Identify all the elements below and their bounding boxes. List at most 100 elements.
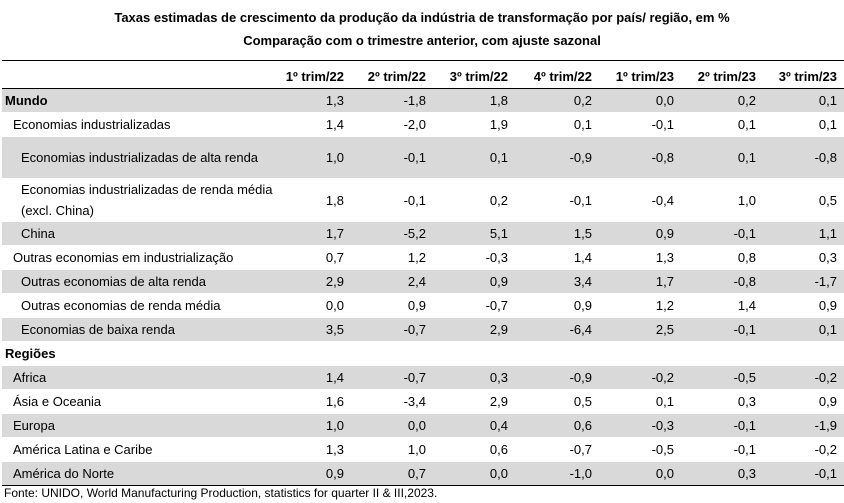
- table-row: Economias industrializadas 1,4 -2,0 1,9 0,1-…: [2, 112, 844, 137]
- table-row: Ásia e Oceania 1,6 -3,4 2,9 0,5 0,1 0,3 0,9: [2, 389, 844, 414]
- table-row: Mundo 1,3 -1,8 1,8 0,2 0,0 0,2 0,1: [2, 88, 844, 113]
- value-cell: 0,1: [599, 389, 681, 414]
- row-label: Europa: [2, 413, 279, 438]
- value-cell: [433, 341, 515, 366]
- value-cell: -0,1: [599, 112, 681, 137]
- column-header: 3º trim/23: [763, 60, 844, 89]
- row-label: Economias de baixa renda: [2, 317, 279, 342]
- value-cell: 0,2: [433, 178, 515, 222]
- value-cell: -0,1: [681, 221, 763, 246]
- value-cell: 0,3: [763, 245, 844, 270]
- value-cell: 1,9: [433, 112, 515, 137]
- table-row: Regiões: [2, 341, 844, 366]
- value-cell: -0,7: [433, 293, 515, 318]
- value-cell: -0,8: [763, 136, 844, 179]
- value-cell: 1,3: [279, 88, 351, 113]
- value-cell: 0,3: [681, 461, 763, 486]
- value-cell: 0,9: [433, 269, 515, 294]
- value-cell: -0,9: [515, 136, 599, 179]
- value-cell: 0,2: [515, 88, 599, 113]
- value-cell: 1,5: [515, 221, 599, 246]
- value-cell: 0,5: [763, 178, 844, 222]
- value-cell: 1,2: [351, 245, 433, 270]
- value-cell: -1,8: [351, 88, 433, 113]
- value-cell: 3,5: [279, 317, 351, 342]
- table-row: Outras economias em industrialização 0,7 1…: [2, 245, 844, 270]
- value-cell: 1,3: [599, 245, 681, 270]
- value-cell: 0,9: [351, 293, 433, 318]
- row-label: Outras economias de alta renda: [2, 269, 279, 294]
- value-cell: -0,8: [681, 269, 763, 294]
- table-row: China 1,7 -5,2 5,1 1,5 0,9 -0,1 1,1: [2, 221, 844, 246]
- value-cell: -0,3: [599, 413, 681, 438]
- value-cell: -3,4: [351, 389, 433, 414]
- value-cell: 0,6: [515, 413, 599, 438]
- value-cell: 0,2: [681, 88, 763, 113]
- value-cell: -0,7: [351, 317, 433, 342]
- row-label: América Latina e Caribe: [2, 437, 279, 462]
- value-cell: 0,1: [433, 136, 515, 179]
- value-cell: -0,5: [681, 365, 763, 390]
- value-cell: -0,1: [351, 136, 433, 179]
- value-cell: 0,9: [763, 389, 844, 414]
- row-label: Economias industrializadas de renda médi…: [2, 178, 279, 222]
- row-label: América do Norte: [2, 461, 279, 486]
- value-cell: 2,9: [433, 317, 515, 342]
- value-cell: 0,0: [279, 293, 351, 318]
- value-cell: -0,1: [681, 437, 763, 462]
- value-cell: 0,9: [763, 293, 844, 318]
- value-cell: 0,1: [763, 112, 844, 137]
- value-cell: -0,5: [599, 437, 681, 462]
- value-cell: 0,5: [515, 389, 599, 414]
- value-cell: 5,1: [433, 221, 515, 246]
- column-header: 2º trim/22: [351, 60, 433, 89]
- value-cell: -0,2: [763, 437, 844, 462]
- table-row: Outras economias de alta renda 2,9 2,4 0,9 3…: [2, 269, 844, 294]
- row-label: Mundo: [2, 88, 279, 113]
- value-cell: 1,7: [279, 221, 351, 246]
- table-row: Economias de baixa renda 3,5 -0,7 2,9 -6,4 2,…: [2, 317, 844, 342]
- value-cell: -0,4: [599, 178, 681, 222]
- value-cell: 1,8: [279, 178, 351, 222]
- value-cell: 1,4: [515, 245, 599, 270]
- value-cell: 0,8: [681, 245, 763, 270]
- column-header: 4º trim/22: [515, 60, 599, 89]
- column-header: 1º trim/23: [599, 60, 681, 89]
- value-cell: -0,2: [763, 365, 844, 390]
- value-cell: 1,0: [681, 178, 763, 222]
- value-cell: -1,9: [763, 413, 844, 438]
- value-cell: 1,4: [279, 112, 351, 137]
- value-cell: -5,2: [351, 221, 433, 246]
- value-cell: 0,0: [351, 413, 433, 438]
- value-cell: 1,0: [351, 437, 433, 462]
- row-label: Economias industrializadas: [2, 112, 279, 137]
- value-cell: 0,0: [599, 461, 681, 486]
- row-label: Outras economias em industrialização: [2, 245, 279, 270]
- table-title: Taxas estimadas de crescimento da produç…: [114, 10, 730, 25]
- value-cell: -1,7: [763, 269, 844, 294]
- table-row: Economias industrializadas de renda médi…: [2, 178, 844, 222]
- value-cell: -0,9: [515, 365, 599, 390]
- value-cell: 2,9: [279, 269, 351, 294]
- value-cell: 0,4: [433, 413, 515, 438]
- value-cell: [599, 341, 681, 366]
- value-cell: [351, 341, 433, 366]
- value-cell: 0,6: [433, 437, 515, 462]
- table-row: América do Norte 0,9 0,7 0,0 -1,0 0,0 0,3 -0,1: [2, 461, 844, 486]
- value-cell: 1,0: [279, 413, 351, 438]
- value-cell: 1,4: [681, 293, 763, 318]
- value-cell: [681, 341, 763, 366]
- value-cell: -0,2: [599, 365, 681, 390]
- value-cell: -6,4: [515, 317, 599, 342]
- value-cell: 0,1: [681, 112, 763, 137]
- row-label: Outras economias de renda média: [2, 293, 279, 318]
- column-header: 3º trim/22: [433, 60, 515, 89]
- value-cell: 1,6: [279, 389, 351, 414]
- value-cell: 0,3: [433, 365, 515, 390]
- table-row: Africa 1,4 -0,7 0,3 -0,9 -0,2 -0,5 -0,2: [2, 365, 844, 390]
- value-cell: [515, 341, 599, 366]
- row-label: Regiões: [2, 341, 279, 366]
- source-note: Fonte: UNIDO, World Manufacturing Produc…: [4, 486, 438, 500]
- value-cell: -0,8: [599, 136, 681, 179]
- value-cell: 2,5: [599, 317, 681, 342]
